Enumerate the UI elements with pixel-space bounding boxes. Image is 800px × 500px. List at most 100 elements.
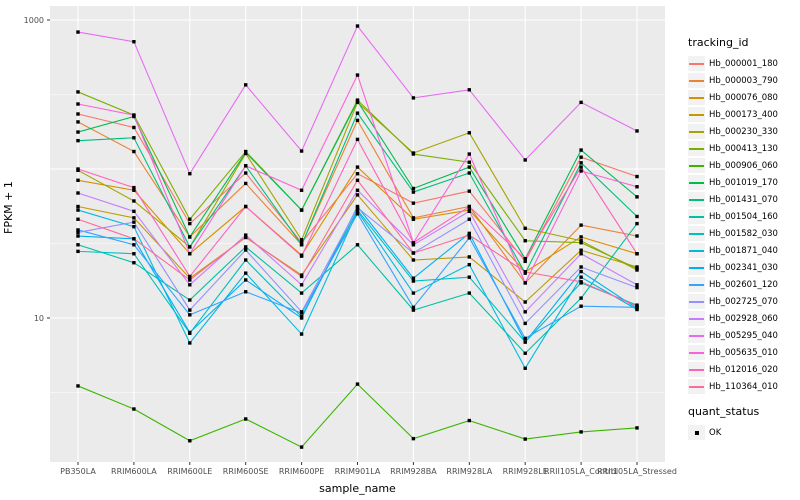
data-point	[299, 254, 304, 258]
legend-item-label: Hb_012016_020	[709, 364, 778, 375]
legend-line-sample	[689, 79, 704, 82]
legend-key-swatch	[688, 107, 705, 122]
legend-line-sample	[689, 215, 704, 218]
legend-line-sample	[689, 62, 704, 65]
legend-line-sample	[689, 113, 704, 116]
data-point	[188, 221, 192, 226]
legend-item: Hb_000906_060	[688, 157, 800, 174]
legend-line-sample	[689, 232, 704, 235]
data-point	[132, 261, 136, 265]
data-point	[411, 217, 416, 221]
data-point	[355, 205, 360, 210]
data-point	[467, 236, 471, 240]
y-tick-label: 1000	[24, 16, 44, 25]
legend-item: Hb_001582_030	[688, 225, 800, 242]
data-point	[132, 252, 136, 256]
data-point	[467, 255, 471, 259]
legend-key-swatch	[688, 124, 705, 139]
y-tick-label: 10	[34, 314, 44, 323]
data-point	[244, 171, 248, 175]
legend-item-label: Hb_001431_070	[709, 194, 778, 205]
data-point	[299, 332, 304, 336]
legend-key-swatch	[688, 209, 705, 224]
data-point	[635, 283, 639, 287]
legend-item: Hb_002725_070	[688, 293, 800, 310]
data-point	[244, 83, 248, 87]
data-point	[244, 258, 248, 262]
data-point	[523, 257, 527, 261]
legend-item-label: Hb_000003_790	[709, 75, 778, 86]
data-point	[132, 185, 136, 190]
legend-line-sample	[689, 147, 704, 150]
data-point	[299, 243, 304, 247]
legend-item-label: Hb_001019_170	[709, 177, 778, 188]
data-point	[132, 209, 136, 214]
legend-key-swatch	[688, 379, 705, 394]
data-point	[635, 214, 639, 219]
data-point	[76, 178, 80, 182]
data-point	[411, 190, 416, 194]
data-point	[467, 262, 471, 267]
data-point	[355, 24, 360, 28]
data-point	[299, 149, 304, 153]
data-point	[635, 195, 639, 199]
data-point	[188, 283, 192, 287]
legend-item-label: Hb_002341_030	[709, 262, 778, 273]
legend-line-sample	[689, 368, 704, 371]
legend-key-swatch	[688, 362, 705, 377]
data-point	[635, 221, 639, 226]
data-point	[76, 208, 80, 212]
data-point	[355, 178, 360, 182]
data-point	[523, 239, 527, 243]
data-point	[411, 201, 416, 205]
data-point	[523, 226, 527, 230]
data-point	[132, 237, 136, 241]
data-point	[635, 304, 639, 308]
data-point	[299, 188, 304, 192]
data-point	[579, 239, 583, 243]
legend-line-sample	[689, 198, 704, 201]
data-point	[188, 313, 192, 317]
data-point	[579, 252, 583, 256]
data-point	[132, 113, 136, 117]
legend-item-label: Hb_000906_060	[709, 160, 778, 171]
data-point	[76, 228, 80, 232]
legend-item: Hb_002341_030	[688, 259, 800, 276]
data-point	[132, 136, 136, 140]
legend-key-swatch	[688, 277, 705, 292]
data-point	[299, 445, 304, 449]
data-point	[244, 235, 248, 239]
data-point	[411, 305, 416, 309]
data-point	[76, 30, 80, 34]
legend-item: Hb_000003_790	[688, 72, 800, 89]
data-point	[635, 266, 639, 271]
data-point	[76, 90, 80, 94]
legend-item-label: Hb_002601_120	[709, 279, 778, 290]
data-point	[355, 111, 360, 115]
legend-item-label: Hb_110364_010	[709, 381, 778, 392]
quant-legend-item-list: OK	[688, 424, 800, 441]
legend-item: Hb_001871_040	[688, 242, 800, 259]
legend-key-swatch	[688, 90, 705, 105]
legend-key-swatch	[688, 226, 705, 241]
data-point	[579, 275, 583, 279]
data-point	[244, 164, 248, 168]
data-point	[299, 241, 304, 245]
data-point	[411, 186, 416, 191]
data-point	[355, 193, 360, 197]
x-axis-title: sample_name	[319, 482, 396, 495]
data-point	[244, 271, 248, 275]
legend-item-label: Hb_000173_400	[709, 109, 778, 120]
data-point	[467, 171, 471, 175]
data-point	[244, 181, 248, 186]
data-point	[411, 276, 416, 280]
data-point	[467, 152, 471, 156]
data-point	[579, 430, 583, 434]
data-point	[523, 281, 527, 285]
quant-item-label: OK	[709, 427, 722, 438]
data-point	[579, 235, 583, 239]
x-tick-label: RRIM600PE	[279, 467, 325, 476]
data-point	[188, 330, 192, 335]
x-tick-label: RRIM901LA	[335, 467, 381, 476]
